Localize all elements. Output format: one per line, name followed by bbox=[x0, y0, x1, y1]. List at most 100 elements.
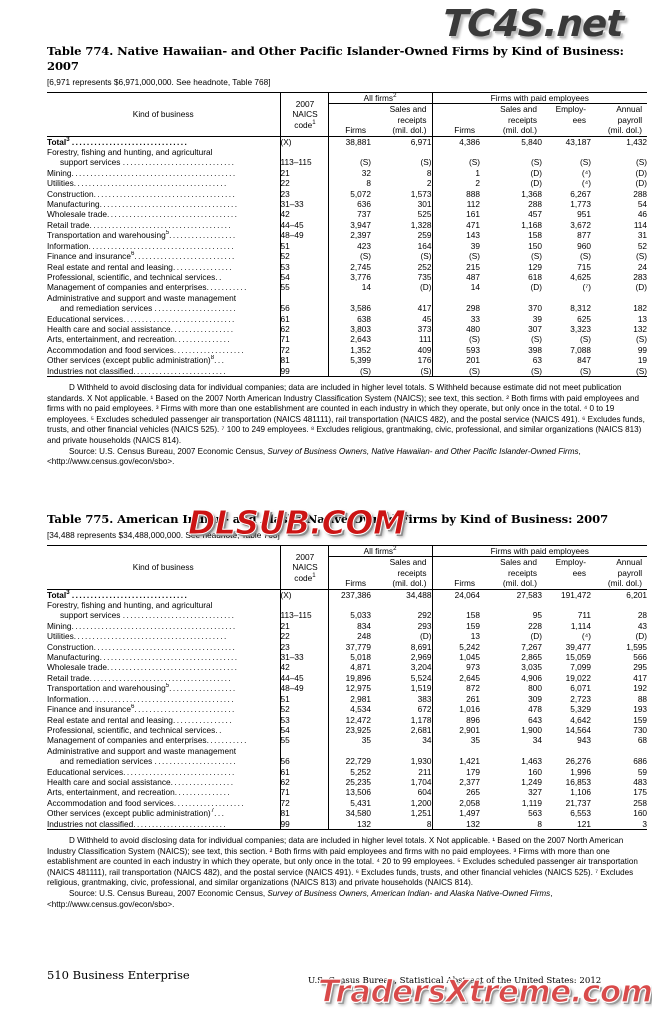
row-af-sales: 301 bbox=[417, 199, 432, 210]
row-pe-payroll: (S) bbox=[635, 334, 648, 345]
row-pe-employees: 3,672 bbox=[570, 219, 592, 230]
row-label: Real estate and rental and leasing......… bbox=[47, 714, 234, 725]
row-pe-sales: 1,368 bbox=[521, 188, 543, 199]
row-af-firms: 14 bbox=[327, 282, 371, 293]
row-pe-firms: 112 bbox=[431, 199, 481, 210]
col-header-pe-sales-l3: (mil. dol.) bbox=[502, 125, 538, 136]
page-folio: 510 Business Enterprise bbox=[47, 968, 190, 982]
col-header-af-firms: Firms bbox=[327, 578, 371, 590]
source-title: Survey of Business Owners, Native Hawaii… bbox=[267, 446, 579, 456]
table-row-wrap-head: Forestry, fishing and hunting, and agric… bbox=[47, 600, 647, 611]
col-header-payroll-l2: payroll bbox=[617, 567, 643, 578]
row-pe-employees: 5,329 bbox=[570, 704, 592, 715]
row-blank-pe-employees bbox=[542, 746, 591, 756]
row-naics: 51 bbox=[279, 240, 328, 252]
row-af-sales: 8 bbox=[426, 818, 432, 829]
table-row: Management of companies and enterprises.… bbox=[47, 735, 647, 746]
watermark-tc4s: TC4S.net bbox=[441, 2, 625, 45]
row-af-firms: 5,399 bbox=[327, 355, 371, 366]
row-label: Management of companies and enterprises.… bbox=[47, 282, 248, 293]
row-pe-payroll: 192 bbox=[633, 683, 648, 694]
row-naics: 55 bbox=[279, 282, 328, 293]
row-naics: 62 bbox=[279, 323, 328, 335]
row-pe-employees: 43,187 bbox=[565, 136, 592, 147]
row-naics: 53 bbox=[279, 714, 328, 725]
row-pe-payroll: 6,201 bbox=[626, 589, 648, 600]
col-header-pe-sales-l1: Sales and bbox=[500, 557, 538, 568]
col-header-af-sales-l2: receipts bbox=[397, 567, 427, 578]
row-label: Health care and social assistance.......… bbox=[47, 323, 235, 334]
row-pe-sales: (D) bbox=[530, 167, 543, 178]
row-label: Finance and insurance6..................… bbox=[47, 251, 236, 262]
row-label: Accommodation and food services.........… bbox=[47, 344, 246, 355]
row-blank-pe-firms bbox=[431, 292, 481, 304]
row-blank-pe-employees bbox=[542, 600, 591, 610]
row-pe-sales: 150 bbox=[528, 240, 543, 251]
row-naics: 56 bbox=[279, 756, 328, 767]
row-af-sales: 3,204 bbox=[410, 662, 432, 673]
table-774-title: Table 774. Native Hawaiian- and Other Pa… bbox=[47, 44, 624, 73]
row-af-sales: 164 bbox=[417, 240, 432, 251]
row-pe-sales: (S) bbox=[530, 157, 543, 168]
row-label-line1: Administrative and support and waste man… bbox=[47, 745, 237, 756]
table-775-title: Table 775. American Indian- and Alaska N… bbox=[47, 512, 609, 526]
table-row-wrap-head: Forestry, fishing and hunting, and agric… bbox=[47, 147, 647, 158]
row-pe-firms: 1 bbox=[431, 167, 481, 179]
row-label: support services .......................… bbox=[60, 157, 236, 168]
row-pe-sales: 1,463 bbox=[521, 756, 543, 767]
header-row-sub2: receipts receipts ees payroll bbox=[47, 114, 647, 126]
row-pe-employees: 4,642 bbox=[570, 714, 592, 725]
row-pe-sales: 563 bbox=[528, 808, 543, 819]
row-af-firms: 32 bbox=[327, 167, 371, 179]
row-label: Other services (except public administra… bbox=[47, 355, 226, 366]
table-row: Transportation and warehousing5.........… bbox=[47, 683, 648, 694]
row-pe-employees: 1,773 bbox=[570, 199, 592, 210]
row-pe-sales: 3,035 bbox=[521, 662, 543, 673]
row-label-line1: Forestry, fishing and hunting, and agric… bbox=[47, 147, 213, 158]
row-naics: 48–49 bbox=[279, 230, 328, 241]
row-pe-employees: (⁴) bbox=[581, 631, 592, 642]
table-row: Arts, entertainment, and recreation.....… bbox=[47, 787, 647, 798]
table-row: support services .......................… bbox=[47, 157, 647, 168]
table-row: Retail trade............................… bbox=[47, 219, 647, 231]
row-label: Professional, scientific, and technical … bbox=[47, 724, 223, 735]
row-pe-firms: 888 bbox=[431, 188, 481, 200]
row-pe-payroll: 59 bbox=[637, 766, 648, 777]
row-naics: 23 bbox=[279, 641, 328, 653]
row-pe-firms: 1,497 bbox=[431, 808, 481, 819]
row-pe-employees: 4,625 bbox=[570, 271, 592, 282]
row-pe-employees: 16,853 bbox=[565, 776, 592, 787]
table-774-headnote: [6,971 represents $6,971,000,000. See he… bbox=[47, 77, 271, 87]
row-pe-firms: 2 bbox=[431, 178, 481, 189]
col-header-employees-l3 bbox=[542, 125, 591, 136]
row-label: Retail trade............................… bbox=[47, 219, 233, 230]
row-pe-payroll: 43 bbox=[637, 620, 648, 631]
naics-footnote-marker: 1 bbox=[312, 118, 316, 126]
row-pe-sales: 5,840 bbox=[521, 136, 543, 147]
row-pe-payroll: (D) bbox=[635, 167, 648, 178]
row-pe-sales: (S) bbox=[530, 334, 543, 345]
row-pe-sales: 2,865 bbox=[521, 652, 543, 663]
row-label: Total3 ............................... bbox=[47, 589, 189, 600]
row-pe-sales: 39 bbox=[532, 313, 543, 324]
table-row-wrap-head: Administrative and support and waste man… bbox=[47, 745, 647, 757]
row-af-firms: (S) bbox=[327, 365, 371, 377]
table-row: Real estate and rental and leasing......… bbox=[47, 714, 647, 725]
row-af-sales: 8,691 bbox=[410, 641, 432, 652]
table-row-total: Total3 ............................... (X… bbox=[47, 589, 648, 601]
row-af-sales: 259 bbox=[417, 230, 432, 241]
row-blank-af-sales bbox=[371, 746, 432, 756]
row-af-firms: 5,033 bbox=[327, 610, 371, 621]
row-blank-pe-firms bbox=[431, 745, 481, 757]
row-pe-sales: (D) bbox=[530, 178, 543, 189]
row-label: Manufacturing...........................… bbox=[47, 199, 239, 210]
source-prefix: Source: U.S. Census Bureau, 2007 Economi… bbox=[69, 446, 268, 456]
row-af-sales: 604 bbox=[417, 787, 432, 798]
table-row: Real estate and rental and leasing......… bbox=[47, 261, 647, 272]
row-pe-employees: (⁷) bbox=[582, 282, 592, 293]
row-af-sales: 417 bbox=[417, 303, 432, 314]
row-pe-firms: 161 bbox=[431, 209, 481, 220]
col-header-pe-blank2 bbox=[431, 114, 481, 126]
col-group-all-firms: All firms2 bbox=[327, 92, 433, 105]
row-naics: 113–115 bbox=[279, 157, 328, 168]
